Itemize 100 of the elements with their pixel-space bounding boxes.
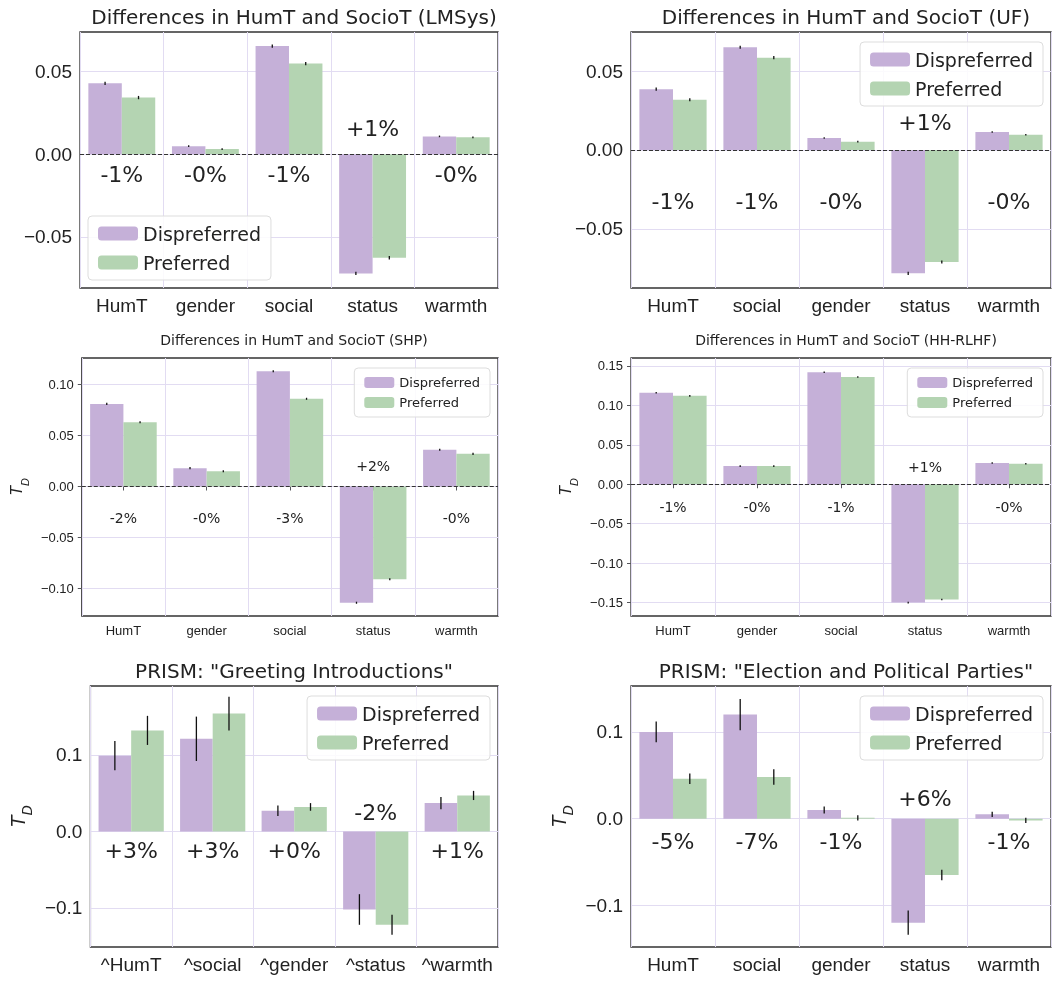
annotation: -1%	[987, 829, 1031, 855]
x-tick-label: warmth	[986, 623, 1031, 638]
y-tick-label: 0.10	[48, 377, 74, 393]
bar	[375, 831, 409, 925]
bar	[757, 57, 791, 150]
legend-label: Preferred	[915, 731, 1003, 754]
annotation: -0%	[743, 499, 771, 516]
bar	[723, 714, 757, 819]
x-tick-label: HumT	[647, 295, 700, 316]
bar	[891, 818, 925, 923]
bar	[807, 810, 841, 819]
annotation: +1%	[430, 837, 484, 863]
x-tick-label: status	[899, 954, 951, 975]
annotation: -5%	[651, 829, 695, 855]
bar	[757, 777, 791, 819]
bar	[891, 484, 925, 603]
y-tick-label: 0.1	[55, 744, 83, 766]
y-axis-title: TD	[7, 478, 31, 496]
annotation: +1%	[898, 110, 952, 136]
annotation: -1%	[659, 499, 687, 516]
y-tick-label: 0.10	[597, 397, 623, 413]
x-tick-label: HumT	[647, 954, 700, 975]
annotation: +1%	[345, 115, 400, 141]
x-tick-label: status	[899, 295, 951, 316]
bar	[975, 132, 1009, 150]
bar	[372, 154, 407, 258]
bar	[206, 471, 240, 487]
annotation: -0%	[987, 189, 1031, 215]
annotation: -1%	[100, 161, 144, 187]
y-tick-label: 0.05	[35, 61, 72, 83]
bar	[639, 89, 673, 150]
x-tick-label: warmth	[976, 295, 1041, 316]
legend-label: Dispreferred	[952, 375, 1034, 390]
x-tick-label: social	[732, 954, 782, 975]
y-tick-label: −0.05	[574, 218, 623, 240]
bar	[841, 376, 875, 485]
bar	[173, 468, 207, 487]
x-tick-label: gender	[811, 954, 872, 975]
y-tick-label: −0.05	[590, 516, 623, 532]
annotation: -1%	[267, 161, 311, 187]
x-tick-label: gender	[175, 295, 236, 316]
x-tick-label: gender	[811, 295, 872, 316]
bar	[807, 372, 841, 485]
legend-label: Preferred	[399, 395, 459, 410]
legend-label: Dispreferred	[915, 48, 1033, 71]
annotation: +6%	[898, 786, 952, 812]
x-tick-label: social	[824, 623, 858, 638]
x-tick-label: warmth	[976, 954, 1041, 975]
bar	[457, 795, 490, 832]
legend-label: Dispreferred	[399, 375, 481, 390]
x-tick-label: social	[264, 295, 314, 316]
bar	[205, 149, 239, 155]
x-tick-label: gender	[736, 623, 778, 638]
bar	[212, 713, 246, 832]
x-tick-label: status	[907, 623, 943, 638]
annotation: -2%	[354, 799, 398, 825]
annotation: -1%	[735, 189, 779, 215]
annotation: +3%	[104, 837, 158, 863]
legend-label: Preferred	[143, 251, 231, 274]
legend-label: Preferred	[915, 77, 1003, 100]
bar	[261, 810, 295, 832]
bar	[841, 141, 875, 150]
y-tick-label: 0.15	[597, 358, 623, 374]
x-tick-label: ^gender	[260, 954, 329, 975]
y-tick-label: −0.05	[40, 529, 74, 545]
bar	[294, 806, 327, 832]
x-tick-label: gender	[186, 623, 228, 638]
bar	[339, 154, 373, 274]
annotation: +0%	[267, 837, 321, 863]
x-tick-label: warmth	[434, 623, 478, 638]
bar	[256, 371, 290, 487]
y-axis-title: TD	[547, 805, 576, 828]
bar	[673, 395, 707, 485]
y-tick-label: 0.00	[48, 478, 74, 494]
bar	[456, 137, 490, 155]
bar	[673, 99, 707, 150]
bar	[90, 403, 124, 487]
bar	[925, 818, 959, 876]
bar	[180, 738, 213, 832]
chart-title: Differences in HumT and SocioT (HH-RLHF)	[695, 332, 997, 348]
bar	[171, 146, 206, 155]
y-axis-title: TD	[7, 805, 35, 828]
bar	[807, 138, 841, 150]
legend-label: Dispreferred	[362, 702, 480, 725]
annotation: -1%	[827, 499, 855, 516]
bar	[422, 136, 457, 155]
annotation: -0%	[442, 510, 471, 527]
bar	[891, 150, 925, 274]
annotation: -3%	[276, 510, 304, 527]
annotation: +3%	[186, 837, 240, 863]
x-tick-label: HumT	[105, 623, 142, 638]
y-tick-label: 0.0	[55, 820, 83, 842]
bar	[456, 453, 490, 487]
annotation: +1%	[908, 459, 942, 476]
legend-label: Dispreferred	[915, 702, 1033, 725]
chart-title: Differences in HumT and SocioT (UF)	[661, 5, 1031, 29]
bar	[123, 422, 157, 487]
bar	[673, 778, 707, 819]
bar	[343, 831, 376, 910]
x-tick-label: social	[273, 623, 307, 638]
